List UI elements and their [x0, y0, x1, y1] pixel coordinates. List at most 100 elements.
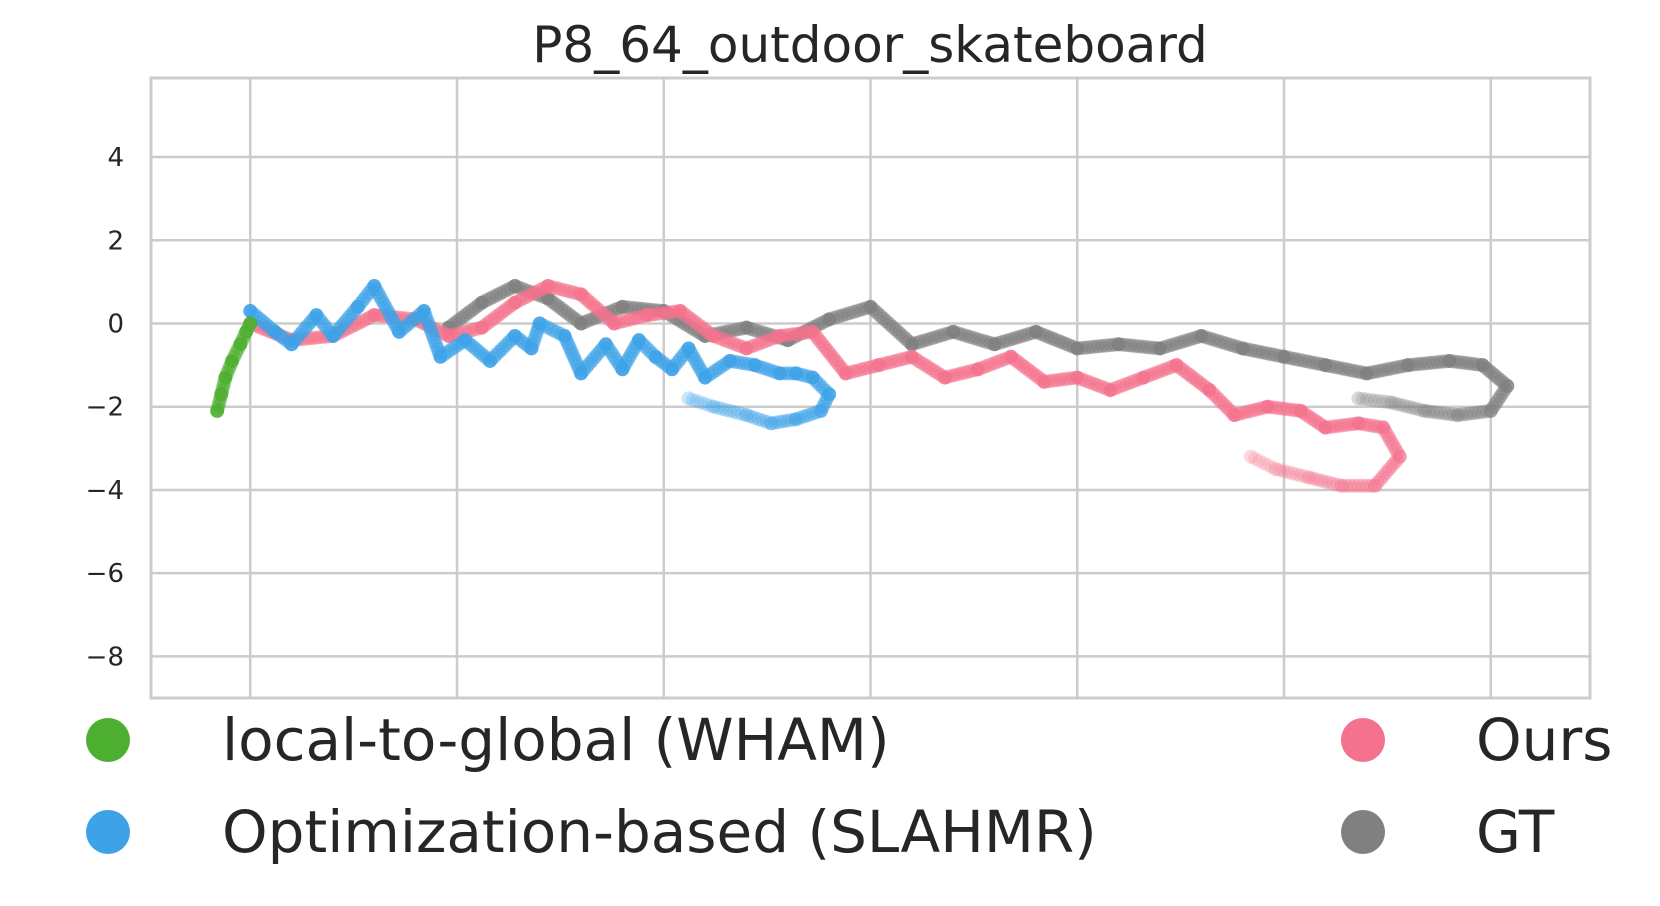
trajectory-dot — [1277, 464, 1292, 479]
data-point — [789, 412, 804, 427]
series-0 — [210, 316, 258, 418]
data-point — [1376, 420, 1391, 435]
trajectory-dot — [727, 404, 742, 419]
data-point — [1243, 449, 1258, 464]
trajectory-dot — [1351, 478, 1366, 493]
trajectory-dot — [1405, 400, 1420, 415]
trajectory-dot — [1475, 404, 1490, 419]
legend-label-3: GT — [1476, 798, 1555, 866]
trajectory-dot — [1310, 472, 1325, 487]
trajectory-dot — [1386, 438, 1401, 453]
data-point — [764, 416, 779, 431]
trajectory-dot — [1318, 474, 1333, 489]
data-point — [1483, 403, 1498, 418]
data-point — [1268, 462, 1283, 477]
trajectory-dot — [1297, 469, 1312, 484]
trajectory-dot — [755, 413, 770, 428]
legend-label-1: Optimization-based (SLAHMR) — [222, 798, 1097, 866]
trajectory-dot — [1387, 456, 1402, 471]
y-tick-label: −6 — [86, 559, 124, 589]
trajectory-dot — [1264, 460, 1279, 475]
legend-marker-0 — [86, 718, 130, 762]
trajectory-dot — [1384, 435, 1399, 450]
grid — [151, 78, 1590, 698]
trajectory-dot — [784, 412, 799, 427]
data-point — [1351, 391, 1366, 406]
trajectory-dot — [693, 395, 708, 410]
trajectory-dot — [1471, 405, 1486, 420]
trajectory-dot — [1314, 473, 1329, 488]
y-tick-label: −2 — [86, 393, 124, 423]
trajectory-dot — [1413, 402, 1428, 417]
trajectory-dot — [1376, 469, 1391, 484]
trajectory-dot — [1382, 431, 1397, 446]
trajectory-dot — [1446, 407, 1461, 422]
chart-title: P8_64_outdoor_skateboard — [532, 16, 1207, 74]
trajectory-dot — [805, 406, 820, 421]
trajectory-dot — [1367, 393, 1382, 408]
trajectory-dot — [710, 400, 725, 415]
trajectory-dot — [1293, 468, 1308, 483]
y-tick-label: 2 — [107, 226, 124, 256]
legend-marker-1 — [86, 810, 130, 854]
trajectory-dot — [1305, 471, 1320, 486]
trajectory-dot — [714, 401, 729, 416]
trajectory-dot — [780, 413, 795, 428]
trajectory-dot — [760, 414, 775, 429]
legend: local-to-global (WHAM) Optimization-based… — [86, 706, 1612, 866]
trajectory-dot — [1252, 453, 1267, 468]
data-point — [243, 316, 258, 331]
trajectory-dot — [809, 405, 824, 420]
trajectory-dot — [1330, 477, 1345, 492]
trajectory-dot — [1479, 404, 1494, 419]
y-tick-label: −8 — [86, 642, 124, 672]
data-point — [1301, 470, 1316, 485]
data-point — [1334, 478, 1349, 493]
trajectory-dot — [1289, 467, 1304, 482]
trajectory-dot — [743, 409, 758, 424]
y-tick-label: −4 — [86, 476, 124, 506]
trajectory-dot — [1434, 405, 1449, 420]
data-point — [1450, 408, 1465, 423]
legend-marker-2 — [1341, 718, 1385, 762]
trajectory-dot — [698, 396, 713, 411]
data-point — [1392, 449, 1407, 464]
trajectory-dot — [1438, 406, 1453, 421]
trajectory-dot — [1322, 475, 1337, 490]
trajectory-dot — [1260, 457, 1275, 472]
trajectory-dot — [1355, 478, 1370, 493]
trajectory-dot — [1359, 392, 1374, 407]
trajectory-dot — [1388, 396, 1403, 411]
legend-label-0: local-to-global (WHAM) — [222, 706, 890, 774]
legend-label-2: Ours — [1476, 706, 1612, 774]
trajectory-dot — [1347, 478, 1362, 493]
trajectory-dot — [731, 405, 746, 420]
trajectory-dot — [1372, 394, 1387, 409]
trajectory-dot — [1272, 463, 1287, 478]
data-point — [706, 399, 721, 414]
trajectory-dot — [1392, 397, 1407, 412]
data-point — [1367, 478, 1382, 493]
series-layer — [210, 279, 1515, 493]
trajectory-dot — [1363, 478, 1378, 493]
trajectory-dot — [1381, 462, 1396, 477]
trajectory-dot — [1363, 392, 1378, 407]
data-point — [1417, 403, 1432, 418]
trajectory-dot — [751, 412, 766, 427]
trajectory-dot — [1442, 407, 1457, 422]
trajectory-dot — [1380, 395, 1395, 410]
trajectory-dot — [1379, 465, 1394, 480]
trajectory-dot — [685, 392, 700, 407]
trajectory-dot — [1359, 478, 1374, 493]
trajectory-dot — [1326, 476, 1341, 491]
trajectory-dot — [1380, 427, 1395, 442]
series-3 — [441, 279, 1515, 423]
trajectory-dot — [689, 394, 704, 409]
trajectory-dot — [1285, 466, 1300, 481]
data-point — [1384, 395, 1399, 410]
trajectory-dot — [1467, 405, 1482, 420]
trajectory-dot — [747, 410, 762, 425]
trajectory-dot — [1396, 398, 1411, 413]
trajectory-dot — [1409, 401, 1424, 416]
